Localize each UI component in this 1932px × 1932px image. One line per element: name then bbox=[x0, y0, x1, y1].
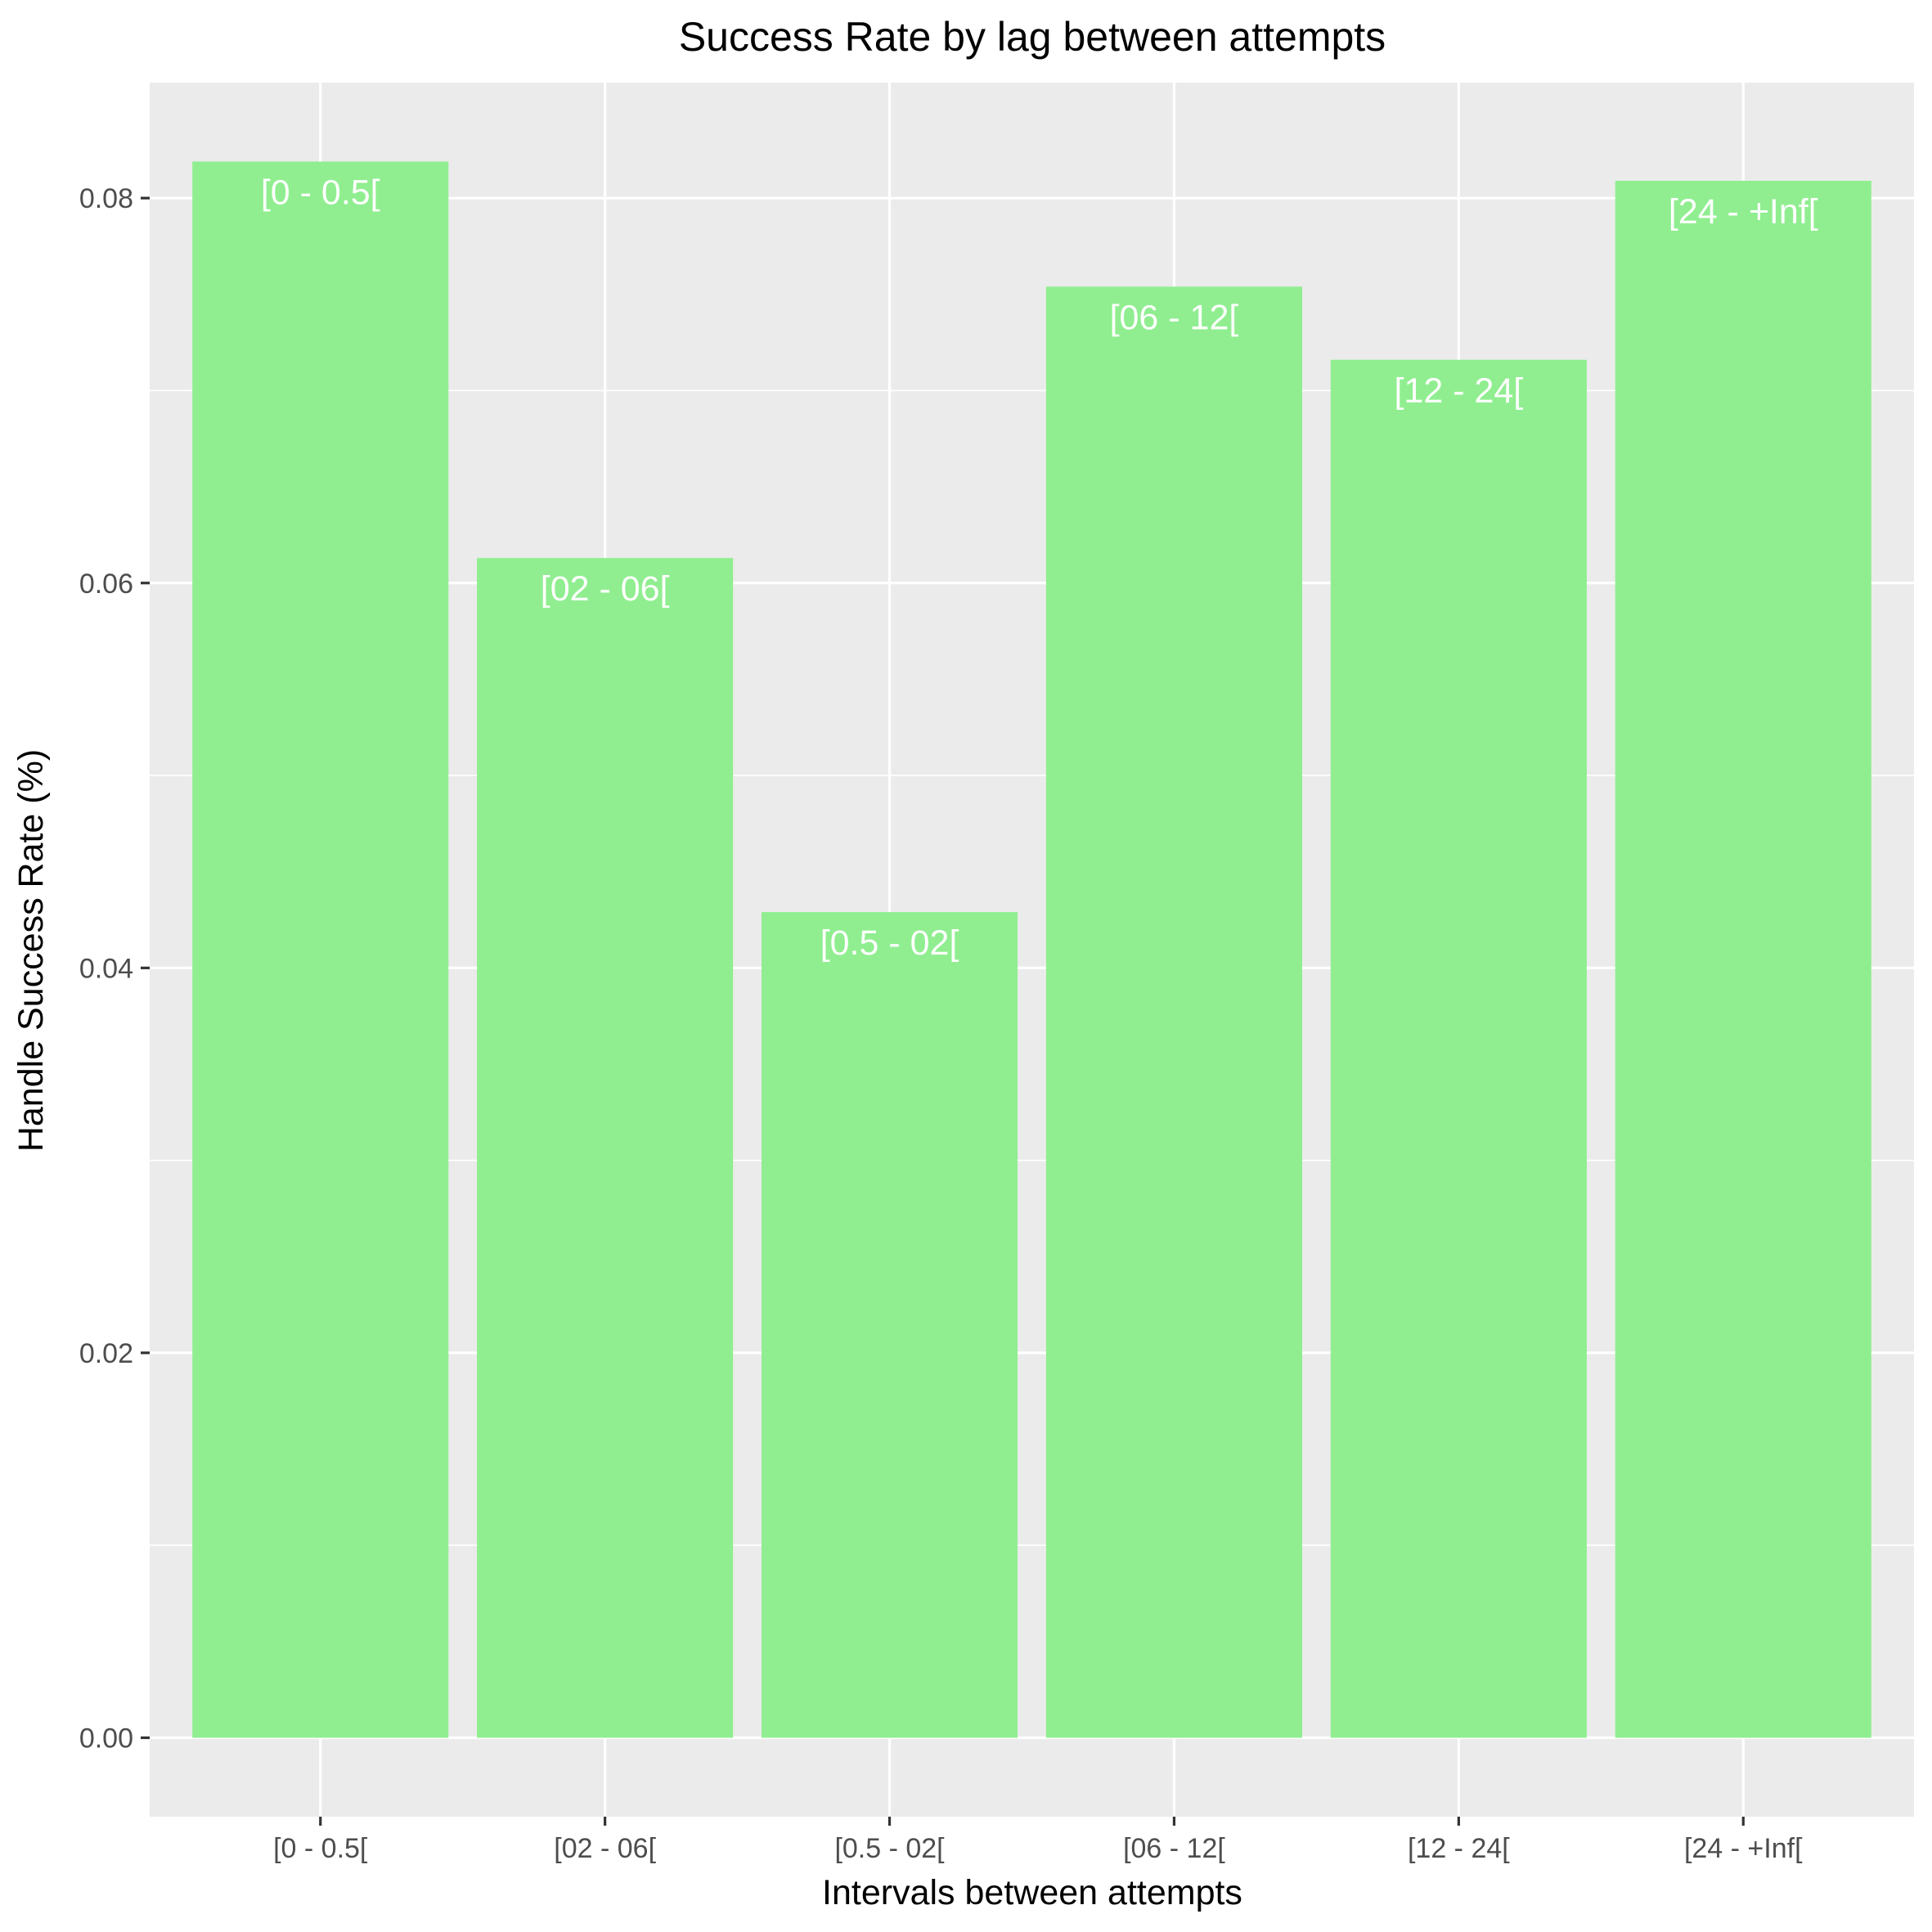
bar-data-label: [0.5 - 02[ bbox=[820, 923, 959, 963]
y-axis-title: Handle Success Rate (%) bbox=[11, 749, 51, 1152]
y-tick-label: 0.00 bbox=[79, 1723, 133, 1755]
x-axis-title: Intervals between attempts bbox=[822, 1873, 1242, 1912]
x-tick-label: [12 - 24[ bbox=[1408, 1833, 1510, 1864]
y-axis: 0.00 0.02 0.04 0.06 0.08 bbox=[79, 183, 150, 1755]
chart-title: Success Rate by lag between attempts bbox=[679, 14, 1386, 60]
bar-data-label: [24 - +Inf[ bbox=[1669, 192, 1818, 231]
bar-data-label: [0 - 0.5[ bbox=[261, 173, 380, 212]
y-tick-label: 0.02 bbox=[79, 1338, 133, 1369]
x-tick-label: [02 - 06[ bbox=[554, 1833, 656, 1864]
bar-data-label: [06 - 12[ bbox=[1110, 298, 1239, 337]
bar-data-label: [12 - 24[ bbox=[1394, 371, 1523, 411]
y-tick-label: 0.04 bbox=[79, 953, 133, 984]
x-tick-label: [24 - +Inf[ bbox=[1684, 1833, 1803, 1864]
bar bbox=[761, 912, 1018, 1738]
y-tick-label: 0.08 bbox=[79, 183, 133, 214]
x-tick-label: [0.5 - 02[ bbox=[834, 1833, 945, 1864]
bar bbox=[1330, 359, 1587, 1738]
bar bbox=[477, 558, 734, 1738]
x-tick-label: [0 - 0.5[ bbox=[273, 1833, 368, 1864]
x-axis: [0 - 0.5[ [02 - 06[ [0.5 - 02[ [06 - 12[ [12… bbox=[273, 1817, 1803, 1864]
bar bbox=[1045, 286, 1303, 1738]
bar-data-label: [02 - 06[ bbox=[541, 569, 670, 609]
bars bbox=[192, 161, 1871, 1738]
bar bbox=[1615, 181, 1871, 1738]
y-tick-label: 0.06 bbox=[79, 568, 133, 600]
x-tick-label: [06 - 12[ bbox=[1123, 1833, 1225, 1864]
bar-labels: [0 - 0.5[ [02 - 06[ [0.5 - 02[ [06 - 12[ [12… bbox=[261, 173, 1818, 963]
bar bbox=[192, 161, 449, 1738]
